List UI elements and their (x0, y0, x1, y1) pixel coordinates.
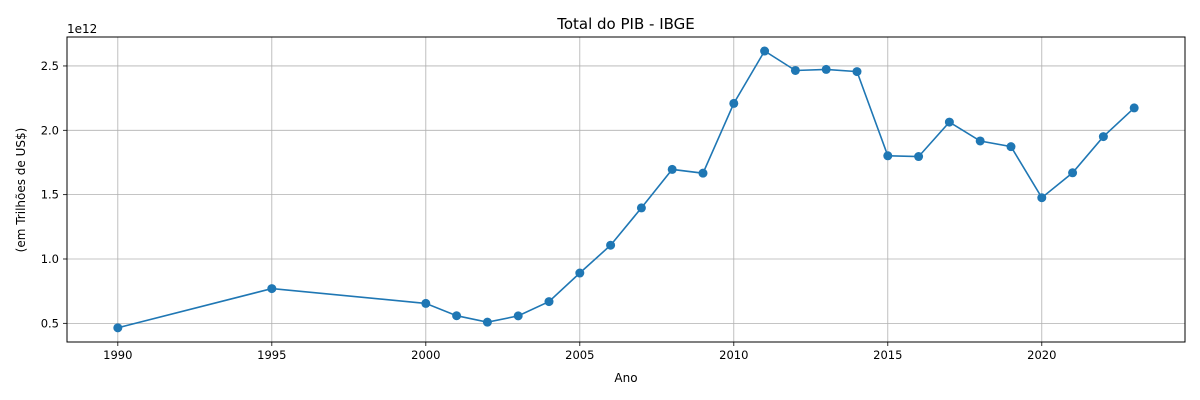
x-tick-label: 1995 (257, 348, 286, 362)
data-point (790, 65, 800, 75)
data-point (760, 46, 770, 56)
data-point (1068, 168, 1078, 178)
y-tick-label: 2.0 (41, 123, 59, 137)
data-point (1006, 142, 1016, 152)
x-tick-label: 2005 (565, 348, 594, 362)
data-point (421, 298, 431, 308)
data-point (667, 164, 677, 174)
data-point (544, 297, 554, 307)
chart-title: Total do PIB - IBGE (556, 15, 695, 33)
series-layer (113, 46, 1139, 333)
data-point (852, 67, 862, 77)
data-point (267, 284, 277, 294)
data-point (606, 240, 616, 250)
x-tick-label: 1990 (103, 348, 132, 362)
x-tick-label: 2020 (1027, 348, 1056, 362)
x-tick-label: 2015 (873, 348, 902, 362)
grid-lines (67, 37, 1185, 342)
data-point (729, 98, 739, 108)
x-tick-label: 2010 (719, 348, 748, 362)
data-point (482, 317, 492, 327)
data-point (821, 64, 831, 74)
data-point (914, 152, 924, 162)
x-tick-label: 2000 (411, 348, 440, 362)
x-axis: 1990 1995 2000 2005 2010 2015 2020 (103, 342, 1056, 362)
y-tick-label: 2.5 (41, 59, 59, 73)
data-point (513, 311, 523, 321)
data-point (944, 117, 954, 127)
plot-area (66, 36, 1186, 343)
data-point (1129, 103, 1139, 113)
data-point (883, 151, 893, 161)
data-point (1037, 193, 1047, 203)
series-line (117, 49, 1135, 329)
data-point (1098, 132, 1108, 142)
data-point (698, 168, 708, 178)
x-axis-label: Ano (614, 371, 637, 385)
y-tick-label: 1.5 (41, 188, 59, 202)
y-axis: 0.5 1.0 1.5 2.0 2.5 (41, 59, 67, 330)
data-point (575, 268, 585, 278)
y-tick-label: 1.0 (41, 252, 59, 266)
data-point (636, 203, 646, 213)
y-tick-label: 0.5 (41, 316, 59, 330)
data-point (113, 323, 123, 333)
y-axis-label: (em Trilhões de US$) (14, 128, 28, 253)
data-point (975, 136, 985, 146)
data-point (452, 311, 462, 321)
y-offset-label: 1e12 (67, 22, 97, 36)
